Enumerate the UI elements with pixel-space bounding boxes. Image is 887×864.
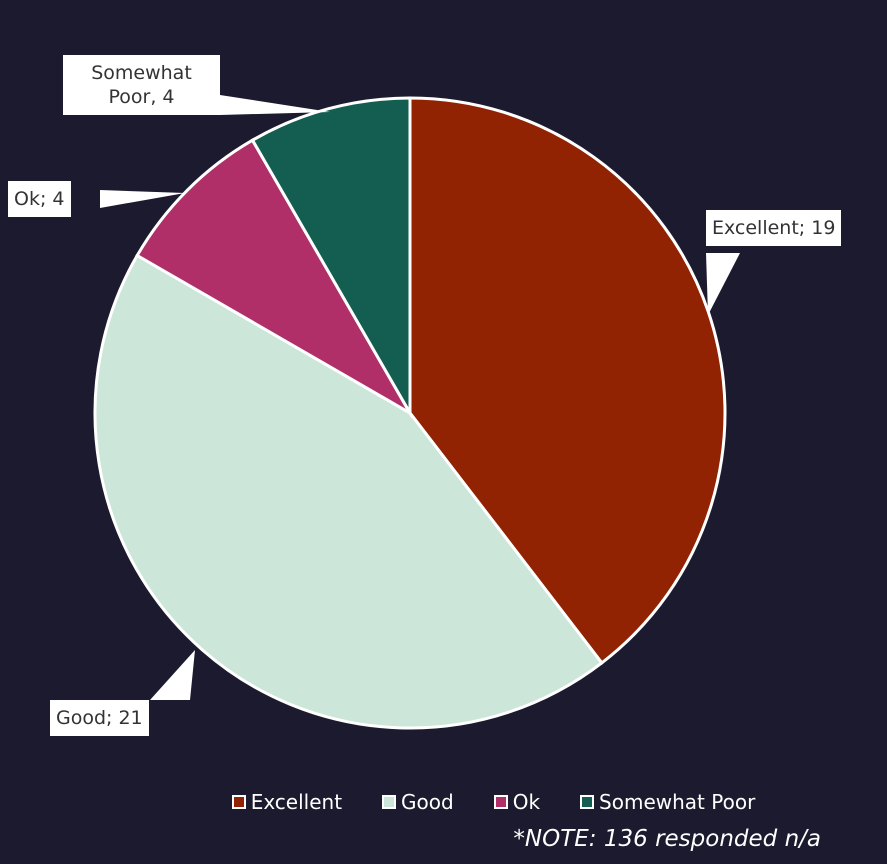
callout: [706, 253, 740, 315]
data-label: Excellent; 19: [706, 210, 842, 246]
pie: [93, 96, 727, 730]
legend-item: Ok: [493, 790, 541, 814]
slice: [93, 253, 604, 730]
legend-label: Excellent: [250, 790, 343, 814]
legend-swatch: [580, 795, 595, 809]
legend-swatch: [493, 795, 508, 809]
legend-item: Good: [382, 790, 454, 814]
legend-label: Good: [401, 790, 454, 814]
data-label: Good; 21: [50, 700, 149, 736]
legend-label: Ok: [512, 790, 541, 814]
legend-swatch: [382, 795, 397, 809]
data-label: Somewhat Poor, 4: [63, 55, 220, 115]
legend-item: Excellent: [231, 790, 343, 814]
callout: [100, 190, 185, 208]
callout: [150, 650, 195, 700]
legend-swatch: [231, 795, 246, 809]
legend: Excellent Good Ok Somewhat Poor: [0, 790, 887, 814]
legend-item: Somewhat Poor: [580, 790, 755, 814]
callout: [220, 95, 330, 115]
data-label: Ok; 4: [8, 181, 71, 217]
annotation: *NOTE: 136 responded n/a: [513, 826, 821, 852]
slice: [250, 96, 412, 419]
legend-label: Somewhat Poor: [599, 790, 756, 814]
slice: [135, 138, 415, 418]
